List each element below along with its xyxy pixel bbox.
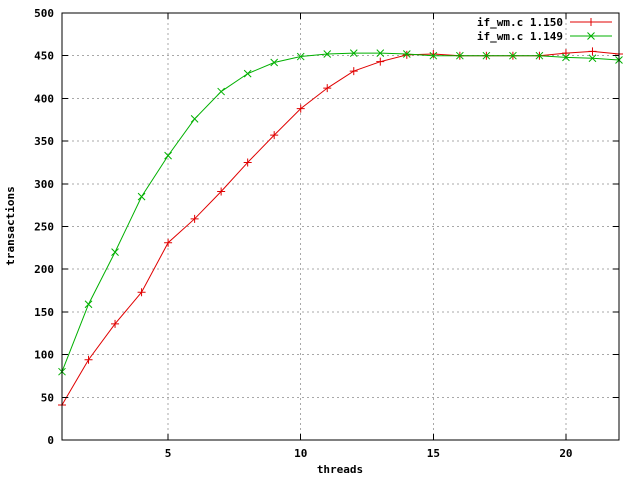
- plus-marker: [376, 57, 385, 66]
- x-marker: [190, 115, 199, 123]
- x-axis-title: threads: [317, 463, 363, 476]
- plus-marker: [349, 67, 358, 76]
- legend-label: if_wm.c 1.150: [477, 16, 563, 29]
- plus-marker: [111, 319, 120, 328]
- plus-marker: [323, 84, 332, 93]
- plot-border: [61, 12, 620, 441]
- axis-layer: 0 50 100 150 200 250 300 350 400 450 500 5 10 15 20: [34, 7, 620, 460]
- x-marker: [509, 51, 517, 60]
- y-axis-title: transactions: [4, 186, 17, 265]
- plus-marker: [164, 238, 173, 247]
- y-tick-label: 450: [34, 50, 54, 63]
- plus-marker: [588, 47, 597, 56]
- series-line: [61, 52, 620, 372]
- legend-entry: if_wm.c 1.149: [477, 30, 612, 43]
- x-tick-label: 15: [427, 447, 440, 460]
- plot-layer: [58, 47, 623, 409]
- x-marker: [429, 51, 438, 60]
- x-marker: [296, 52, 305, 61]
- x-tick-label: 5: [165, 447, 172, 460]
- plus-marker: [270, 131, 279, 140]
- x-marker: [588, 54, 597, 63]
- plus-marker: [217, 187, 226, 196]
- x-marker: [137, 192, 146, 201]
- plus-marker: [137, 288, 146, 297]
- y-tick-label: 50: [41, 391, 54, 404]
- y-tick-label: 0: [47, 434, 54, 447]
- grid-layer: [62, 13, 619, 440]
- y-tick-label: 200: [34, 263, 54, 276]
- legend-label: if_wm.c 1.149: [477, 30, 563, 43]
- x-marker: [535, 51, 544, 60]
- plus-marker: [402, 50, 411, 59]
- plus-marker: [561, 49, 570, 58]
- plus-marker: [587, 18, 595, 26]
- plus-marker: [84, 355, 93, 364]
- plus-marker: [190, 214, 199, 223]
- series-1: [58, 49, 623, 376]
- plus-marker: [296, 104, 305, 113]
- x-marker: [111, 248, 119, 256]
- series-line: [61, 50, 620, 406]
- y-tick-label: 500: [34, 7, 54, 20]
- plus-marker: [243, 158, 252, 167]
- x-marker: [482, 51, 491, 60]
- y-tick-label: 300: [34, 178, 54, 191]
- x-marker: [323, 50, 332, 58]
- x-tick-label: 10: [294, 447, 307, 460]
- x-marker: [456, 51, 464, 60]
- x-marker: [562, 53, 570, 62]
- x-marker: [84, 300, 93, 309]
- x-marker: [217, 87, 225, 96]
- y-tick-label: 400: [34, 92, 54, 105]
- x-marker: [376, 49, 385, 57]
- x-marker: [349, 49, 358, 57]
- y-tick-label: 100: [34, 349, 54, 362]
- x-marker: [270, 58, 279, 67]
- y-tick-label: 350: [34, 135, 54, 148]
- plus-marker: [429, 49, 438, 58]
- x-marker: [402, 50, 411, 58]
- x-marker: [587, 32, 595, 40]
- x-tick-label: 20: [559, 447, 572, 460]
- legend-entry: if_wm.c 1.150: [477, 16, 612, 29]
- y-tick-label: 150: [34, 306, 54, 319]
- x-marker: [164, 151, 172, 160]
- y-tick-label: 250: [34, 221, 54, 234]
- x-marker: [243, 69, 252, 78]
